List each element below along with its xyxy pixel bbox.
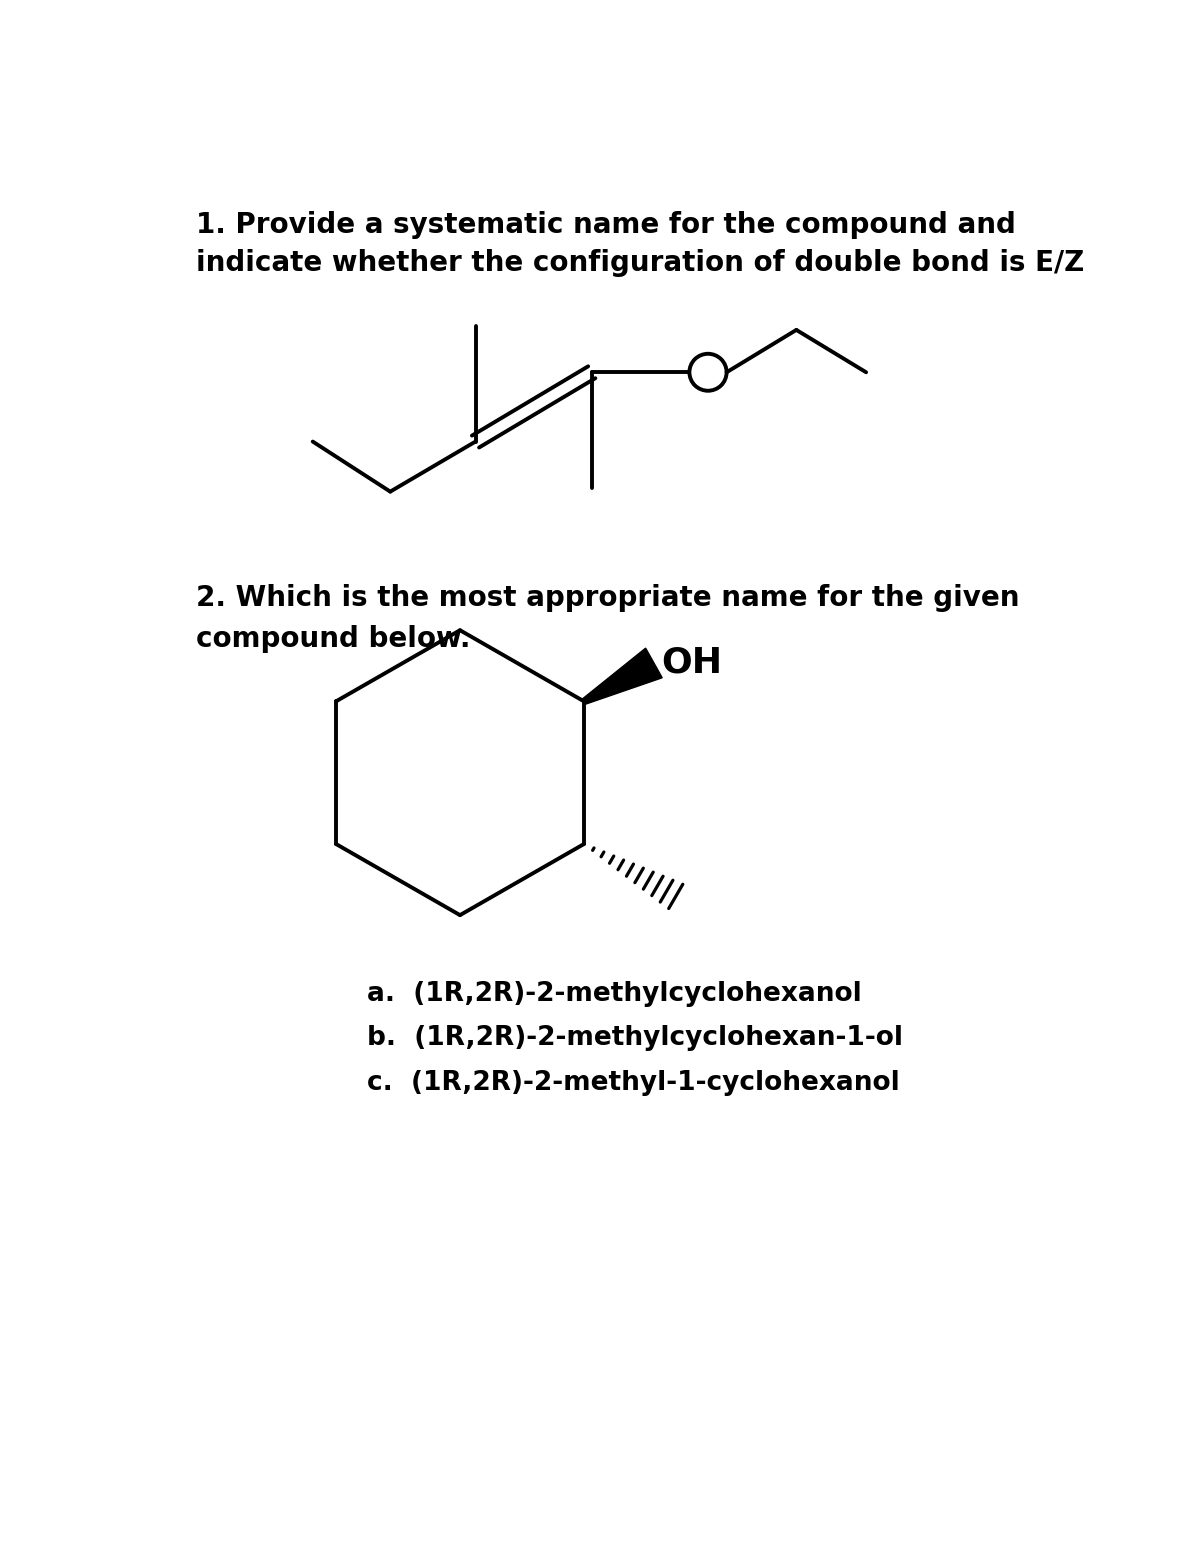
Text: OH: OH xyxy=(661,647,722,680)
Polygon shape xyxy=(583,648,662,704)
Text: c.  (1R,2R)-2-methyl-1-cyclohexanol: c. (1R,2R)-2-methyl-1-cyclohexanol xyxy=(367,1069,900,1096)
Text: a.  (1R,2R)-2-methylcyclohexanol: a. (1R,2R)-2-methylcyclohexanol xyxy=(367,980,862,1006)
Text: indicate whether the configuration of double bond is E/Z: indicate whether the configuration of do… xyxy=(197,248,1085,278)
Text: 2. Which is the most appropriate name for the given: 2. Which is the most appropriate name fo… xyxy=(197,583,1020,613)
Text: compound below.: compound below. xyxy=(197,625,470,653)
Text: 1. Provide a systematic name for the compound and: 1. Provide a systematic name for the com… xyxy=(197,210,1016,239)
Text: b.  (1R,2R)-2-methylcyclohexan-1-ol: b. (1R,2R)-2-methylcyclohexan-1-ol xyxy=(367,1025,904,1051)
